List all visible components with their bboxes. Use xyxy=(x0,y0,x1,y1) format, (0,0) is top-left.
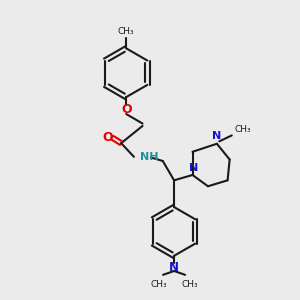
Text: N: N xyxy=(212,131,221,141)
Text: O: O xyxy=(102,131,112,144)
Text: N: N xyxy=(189,164,198,173)
Text: CH₃: CH₃ xyxy=(150,280,167,289)
Text: O: O xyxy=(121,103,131,116)
Text: N: N xyxy=(169,261,179,274)
Text: NH: NH xyxy=(140,152,159,162)
Text: CH₃: CH₃ xyxy=(181,280,198,289)
Text: CH₃: CH₃ xyxy=(118,28,134,37)
Text: CH₃: CH₃ xyxy=(234,125,251,134)
